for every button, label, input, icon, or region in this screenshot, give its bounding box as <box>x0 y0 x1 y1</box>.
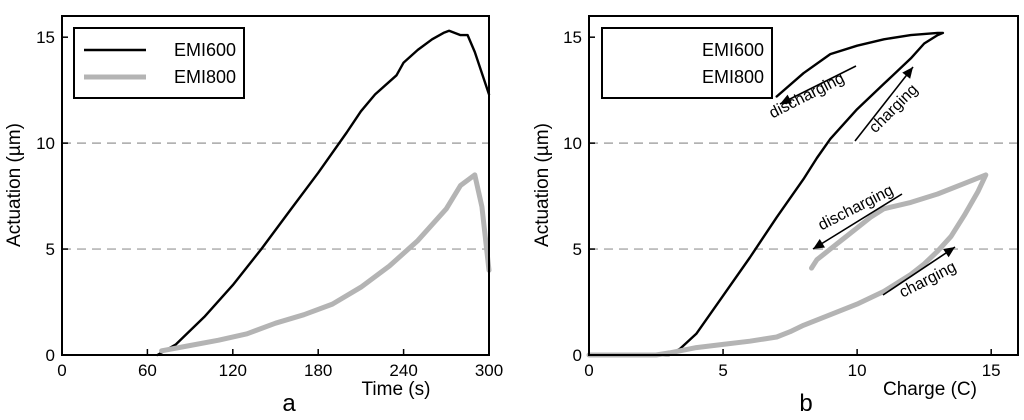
annotation-arrow <box>812 193 903 250</box>
annotation-arrowhead <box>902 67 913 79</box>
annotation-arrow <box>882 246 956 296</box>
x-axis-label: Charge (C) <box>883 379 977 400</box>
x-tick-label: 240 <box>389 361 417 380</box>
y-tick-label: 5 <box>573 240 582 259</box>
y-tick-label: 0 <box>46 346 55 365</box>
plot-frame <box>61 15 490 356</box>
x-tick-label: 10 <box>848 361 867 380</box>
series-line-emi800 <box>159 172 492 354</box>
x-tick-label: 120 <box>219 361 247 380</box>
panel-label: a <box>282 390 296 417</box>
legend-box <box>73 27 245 99</box>
annotation-arrowhead <box>813 238 825 249</box>
y-tick-label: 5 <box>46 240 55 259</box>
x-axis-label: Time (s) <box>362 379 431 400</box>
x-tick-label: 180 <box>304 361 332 380</box>
legend-box <box>601 27 773 99</box>
legend-entry: EMI800 <box>702 67 764 87</box>
y-tick-label: 0 <box>573 346 582 365</box>
x-tick-label: 300 <box>475 361 503 380</box>
annotation-arrow <box>779 65 857 105</box>
x-tick-label: 15 <box>982 361 1001 380</box>
annotation-arrowhead <box>943 247 955 258</box>
legend: EMI600 EMI800 <box>601 27 773 99</box>
y-tick-label: 15 <box>36 28 55 47</box>
series-line-emi800 <box>586 172 989 358</box>
annotation-arrow <box>854 66 914 142</box>
series-line-emi600 <box>587 31 945 357</box>
y-tick-label: 15 <box>563 28 582 47</box>
x-tick-label: 0 <box>584 361 593 380</box>
x-tick-label: 5 <box>718 361 727 380</box>
x-tick-label: 0 <box>57 361 66 380</box>
y-tick-label: 10 <box>36 134 55 153</box>
chart-panel-b: 0 5 10 15 0 5 10 15 Charge (C) Actuation (µm) b EMI… <box>532 15 1019 417</box>
chart-panel-a: 0 60 120 180 240 300 0 5 10 15 Time (s) Actuation (… <box>4 15 503 417</box>
annotation-label: charging <box>866 81 921 136</box>
x-tick-label: 60 <box>138 361 157 380</box>
series-line-emi600 <box>156 29 491 357</box>
y-tick-label: 10 <box>563 134 582 153</box>
legend-entry: EMI800 <box>174 67 236 87</box>
legend-entry: EMI600 <box>174 40 236 60</box>
annotation-arrowhead <box>780 94 793 104</box>
y-axis-label: Actuation (µm) <box>532 123 553 247</box>
legend-entry: EMI600 <box>702 40 764 60</box>
plot-frame <box>588 15 1019 356</box>
panel-label: b <box>799 390 812 417</box>
y-axis-label: Actuation (µm) <box>4 123 25 247</box>
legend: EMI600 EMI800 <box>73 27 245 99</box>
